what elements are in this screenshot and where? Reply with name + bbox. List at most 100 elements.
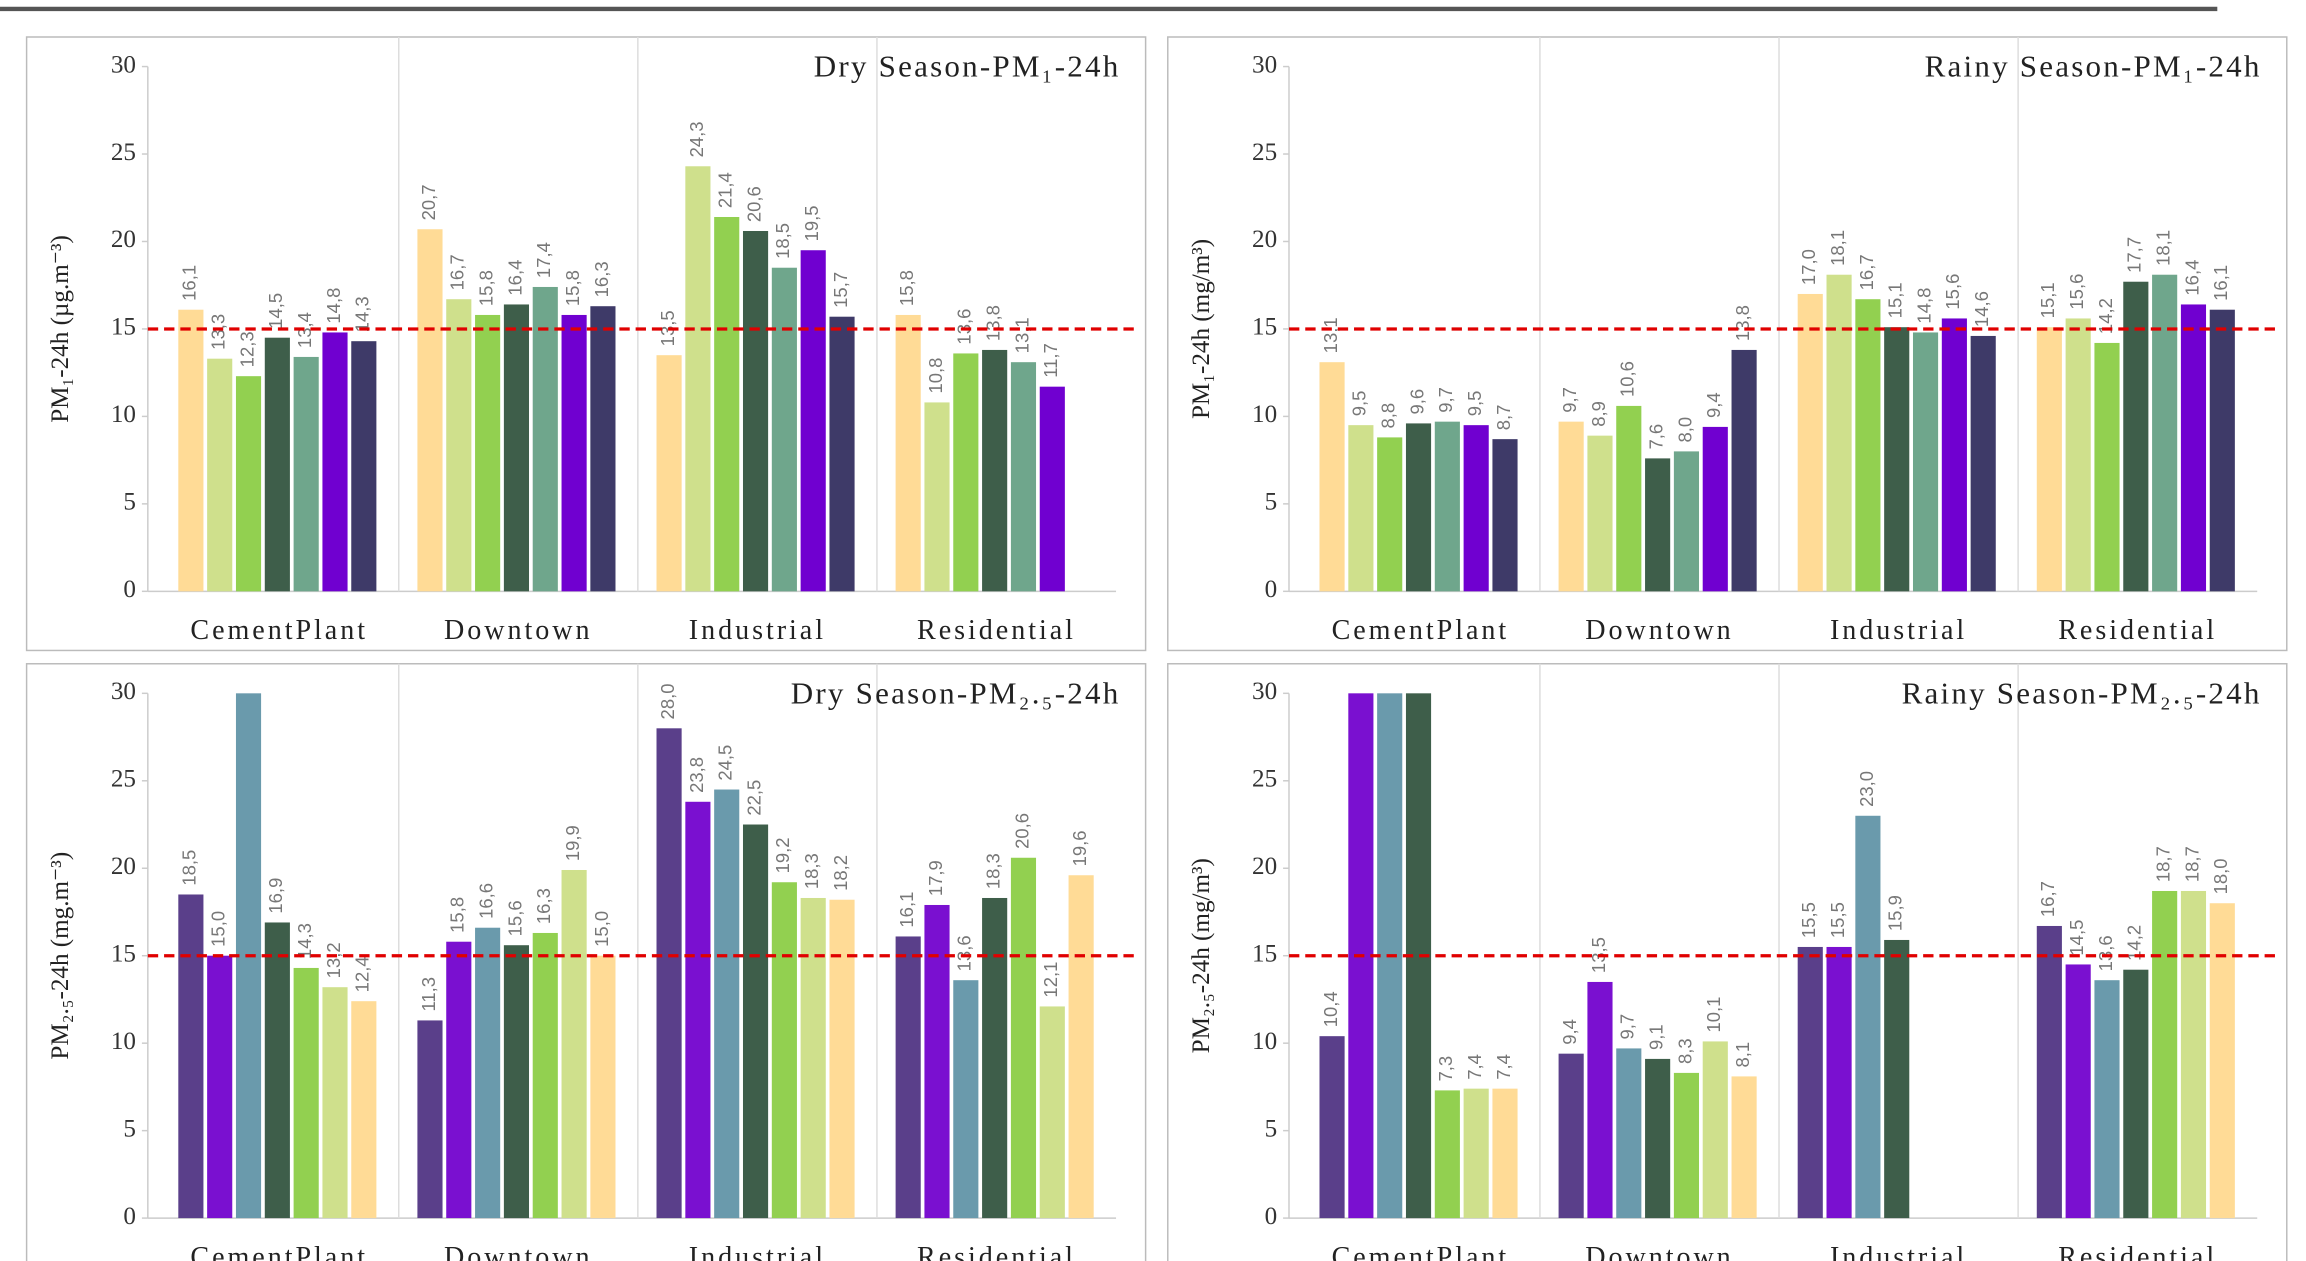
- y-tick-label: 0: [123, 576, 136, 603]
- bar: [2036, 327, 2062, 592]
- x-tick-label: Residential: [2058, 1242, 2217, 1261]
- value-label: 28,0: [657, 683, 678, 719]
- value-label: 24,3: [686, 121, 707, 157]
- value-label: 19,5: [801, 205, 822, 241]
- value-label: 13,6: [2095, 935, 2116, 971]
- bar: [1434, 421, 1460, 592]
- value-label: 9,7: [1559, 387, 1580, 413]
- value-label: 15,1: [2037, 282, 2058, 318]
- value-label: 13,1: [1320, 317, 1341, 353]
- bar: [895, 936, 921, 1219]
- y-axis-title: PM₁-24h (mg/m³): [1188, 239, 1215, 419]
- value-label: 8,9: [1588, 401, 1609, 427]
- value-label: 16,4: [504, 260, 525, 296]
- value-label: 15,6: [1942, 274, 1963, 310]
- value-label: 15,5: [1827, 902, 1848, 938]
- bar: [590, 955, 616, 1219]
- value-label: 18,3: [983, 853, 1004, 889]
- value-label: 15,5: [1798, 902, 1819, 938]
- bar: [2036, 925, 2062, 1219]
- bar: [1912, 332, 1939, 592]
- x-tick-label: Downtown: [444, 1242, 592, 1261]
- bar: [561, 314, 587, 592]
- bar: [1348, 425, 1374, 592]
- value-label: 7,3: [1435, 1056, 1456, 1082]
- value-label: 15,0: [591, 911, 612, 947]
- value-label: 18,0: [2210, 858, 2231, 894]
- bar: [1492, 1088, 1518, 1219]
- panel: 0 5 10 15 20 25 30 CementPlant Downtown Industria…: [1167, 36, 2288, 652]
- bar: [293, 967, 319, 1219]
- value-label: 16,7: [2037, 881, 2058, 917]
- bar: [1319, 362, 1345, 592]
- value-label: 13,6: [954, 309, 975, 345]
- y-tick-label: 30: [111, 51, 136, 78]
- value-label: 7,6: [1645, 424, 1666, 450]
- bar: [264, 922, 290, 1219]
- value-label: 15,6: [504, 900, 525, 936]
- value-label: 13,1: [1011, 317, 1032, 353]
- bar: [1068, 875, 1094, 1219]
- bar: [178, 894, 204, 1219]
- y-tick-label: 10: [111, 1028, 136, 1055]
- bar: [1797, 946, 1823, 1219]
- bar: [1731, 349, 1757, 592]
- value-label: 16,3: [591, 261, 612, 297]
- value-label: 10,1: [1703, 997, 1724, 1033]
- value-label: 18,1: [2153, 230, 2174, 266]
- value-label: 14,6: [1971, 291, 1992, 327]
- panel-frame: [1167, 36, 2288, 652]
- value-label: 16,1: [2210, 265, 2231, 301]
- value-label: 17,4: [533, 242, 554, 278]
- value-label: 15,7: [830, 272, 851, 308]
- value-label: 19,6: [1069, 830, 1090, 866]
- bar: [742, 824, 769, 1219]
- bar: [446, 299, 472, 592]
- bar: [714, 216, 740, 592]
- value-label: 9,1: [1645, 1024, 1666, 1050]
- value-label: 10,6: [1617, 361, 1638, 397]
- y-tick-label: 15: [1252, 314, 1277, 341]
- x-tick-label: Industrial: [1830, 615, 1967, 646]
- bar: [800, 250, 826, 592]
- value-label: 14,5: [2066, 920, 2087, 956]
- value-label: 16,3: [533, 888, 554, 924]
- bar: [2209, 903, 2235, 1219]
- bar: [207, 955, 233, 1219]
- panel-frame: [25, 663, 1147, 1261]
- bar: [1855, 299, 1881, 592]
- bar: [178, 309, 204, 592]
- bar: [2094, 342, 2120, 592]
- value-label: 8,1: [1732, 1042, 1753, 1068]
- value-label: 14,3: [352, 296, 373, 332]
- y-tick-label: 15: [111, 314, 136, 341]
- x-tick-label: Downtown: [1585, 1242, 1733, 1261]
- value-label: 18,7: [2153, 846, 2174, 882]
- value-label: 22,5: [743, 780, 764, 816]
- bar: [2209, 309, 2235, 592]
- bar: [2123, 281, 2149, 592]
- value-label: 11,3: [418, 977, 439, 1012]
- x-tick-label: CementPlant: [190, 615, 368, 646]
- y-tick-label: 10: [111, 401, 136, 428]
- value-label: 23,8: [686, 757, 707, 793]
- bar: [322, 987, 348, 1219]
- bar: [235, 376, 262, 592]
- bar: [532, 932, 558, 1219]
- bar: [1855, 815, 1881, 1219]
- value-label: 9,5: [1464, 391, 1485, 417]
- bar: [590, 306, 616, 592]
- bar: [1826, 946, 1852, 1219]
- bar: [1673, 451, 1700, 592]
- value-label: 10,4: [1320, 991, 1341, 1027]
- bar: [2123, 969, 2149, 1219]
- x-tick-label: Residential: [2058, 615, 2217, 646]
- y-tick-label: 30: [1252, 678, 1277, 705]
- bar: [1587, 981, 1613, 1219]
- value-label: 16,1: [179, 265, 200, 301]
- y-tick-label: 10: [1252, 401, 1277, 428]
- bar: [1970, 335, 1996, 592]
- bar: [1616, 1048, 1642, 1219]
- bar: [771, 882, 797, 1219]
- value-label: 14,8: [323, 288, 344, 324]
